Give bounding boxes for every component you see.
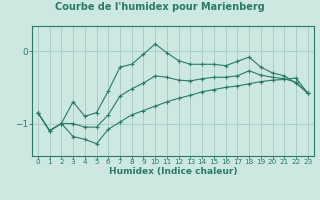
Text: Courbe de l'humidex pour Marienberg: Courbe de l'humidex pour Marienberg [55, 2, 265, 12]
X-axis label: Humidex (Indice chaleur): Humidex (Indice chaleur) [108, 167, 237, 176]
